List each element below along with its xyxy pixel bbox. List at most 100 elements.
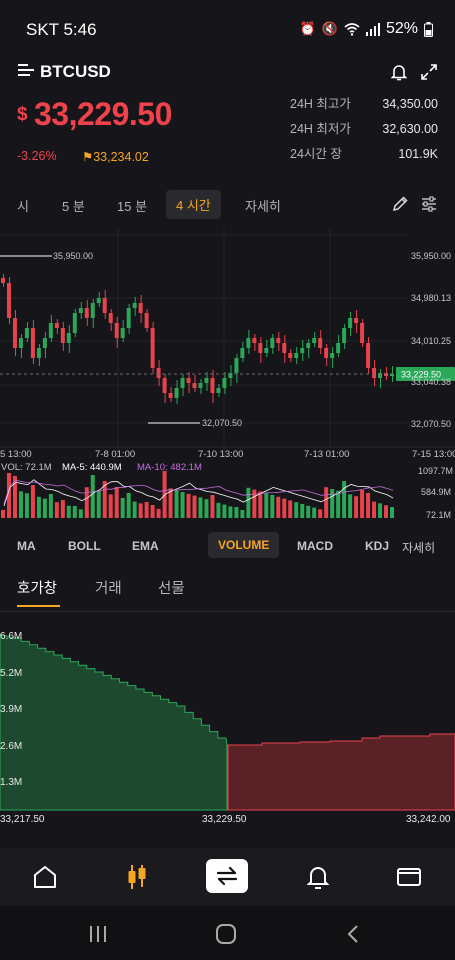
volume-bar [30,485,35,518]
indicator-more[interactable]: 자세히 [402,541,436,555]
candle-body [102,298,107,313]
volume-bar [330,489,335,518]
candle-body [300,348,305,353]
indicator-ma[interactable]: MA [17,539,36,553]
tab-orderbook[interactable]: 호가창 [17,581,58,597]
mark-price-value: 33,234.02 [93,150,149,164]
candle-body [210,378,215,393]
depth-chart[interactable]: 6.6M 5.2M 3.9M 2.6M 1.3M 33,217.50 33,22… [0,620,455,850]
timeframe-hour[interactable]: 시 [17,199,29,214]
candle-body [354,318,359,323]
candle-body [228,373,233,378]
symbol-title[interactable]: BTCUSD [40,62,111,81]
volume-bar [24,493,29,518]
swap-icon [216,866,238,886]
volume-bar [222,504,227,518]
recent-apps-icon[interactable] [88,924,108,944]
mute-icon: 🔇 [321,21,338,36]
stat-row: 24H 최고가 34,350.00 [290,96,438,121]
volume-bar [204,499,209,518]
volume-bar [108,494,113,518]
indicator-macd[interactable]: MACD [297,539,333,553]
timeframe-15m[interactable]: 15 분 [117,199,148,214]
volume-bar [36,496,41,518]
system-nav-bar [0,906,455,960]
volume-bar [336,490,341,518]
candle-body [258,343,263,353]
volume-bar [198,497,203,518]
tab-trades[interactable]: 거래 [95,581,122,597]
expand-icon[interactable] [419,62,439,82]
candle-body [282,343,287,353]
candle-body [132,303,137,308]
divider [0,611,455,612]
volume-bar [300,504,305,518]
candle-body [174,388,179,398]
bottom-nav [0,848,455,906]
settings-sliders-icon[interactable] [420,195,438,213]
tab-futures[interactable]: 선물 [158,581,185,597]
stat-value: 101.9K [398,147,438,161]
volume-tick: 584.9M [421,487,451,497]
market-stats: 24H 최고가 34,350.00 24H 최저가 32,630.00 24시간 장… [290,96,438,171]
volume-bar [384,505,389,518]
volume-bar [354,496,359,518]
menu-icon[interactable] [18,64,36,78]
volume-bar [342,481,347,518]
back-icon[interactable] [344,923,364,945]
volume-bar [324,487,329,518]
volume-tick: 72.1M [426,510,451,520]
volume-bar [60,500,65,518]
indicator-kdj[interactable]: KDJ [365,539,390,553]
depth-x-tick: 33,229.50 [202,814,247,825]
grid [0,228,455,458]
candle-body [180,378,185,388]
bell-icon[interactable] [389,62,409,82]
volume-bar [240,510,245,518]
candle-body [252,338,257,343]
status-bar: SKT 5:46 ⏰ 🔇 52% [0,0,455,58]
x-axis: 5 13:00 7-8 01:00 7-10 13:00 7-13 01:00 … [0,449,455,460]
candles-icon[interactable] [124,863,150,891]
pencil-icon[interactable] [391,195,409,213]
candle-body [168,393,173,398]
price-chart[interactable]: 35,950.00 32,070.50 33,229.50 35,950.00 … [0,228,455,520]
volume-bar [234,507,239,518]
timeframe-more[interactable]: 자세히 [245,199,281,214]
volume-bar [318,509,323,518]
candle-body [96,298,101,303]
home-button-icon[interactable] [215,923,237,945]
candle-body [306,343,311,348]
stat-row: 24H 최저가 32,630.00 [290,121,438,146]
candle-body [324,348,329,358]
status-carrier-time: SKT 5:46 [26,20,97,39]
home-icon[interactable] [32,864,58,890]
volume-legend: VOL: 72.1M MA-5: 440.9M MA-10: 482.1M [1,462,202,473]
wifi-icon [344,22,360,36]
swap-button[interactable] [206,859,248,893]
indicator-boll[interactable]: BOLL [68,539,101,553]
indicator-ema[interactable]: EMA [132,539,159,553]
y-tick: 35,950.00 [411,251,451,261]
volume-bar [294,502,299,518]
timeframe-4h[interactable]: 4 시간 [166,190,221,219]
candle-body [24,328,29,338]
volume-bar [360,490,365,518]
timeframe-5m[interactable]: 5 분 [62,199,85,214]
volume-bar [276,496,281,518]
volume-bar [90,475,95,518]
candle-body [192,383,197,388]
volume-y-axis: 1097.7M 584.9M 72.1M [418,466,453,520]
candle-body [36,348,41,358]
candle-body [114,323,119,338]
bell-icon[interactable] [306,863,330,891]
volume-bar [72,506,77,518]
indicator-volume[interactable]: VOLUME [208,532,280,558]
annotations: 35,950.00 32,070.50 33,229.50 [0,251,455,428]
volume-bar [12,476,17,518]
volume-bar [78,509,83,518]
x-tick: 5 13:00 [0,449,32,460]
wallet-icon[interactable] [396,865,422,889]
volume-bar [126,493,131,518]
stat-label: 24H 최고가 [290,97,351,111]
